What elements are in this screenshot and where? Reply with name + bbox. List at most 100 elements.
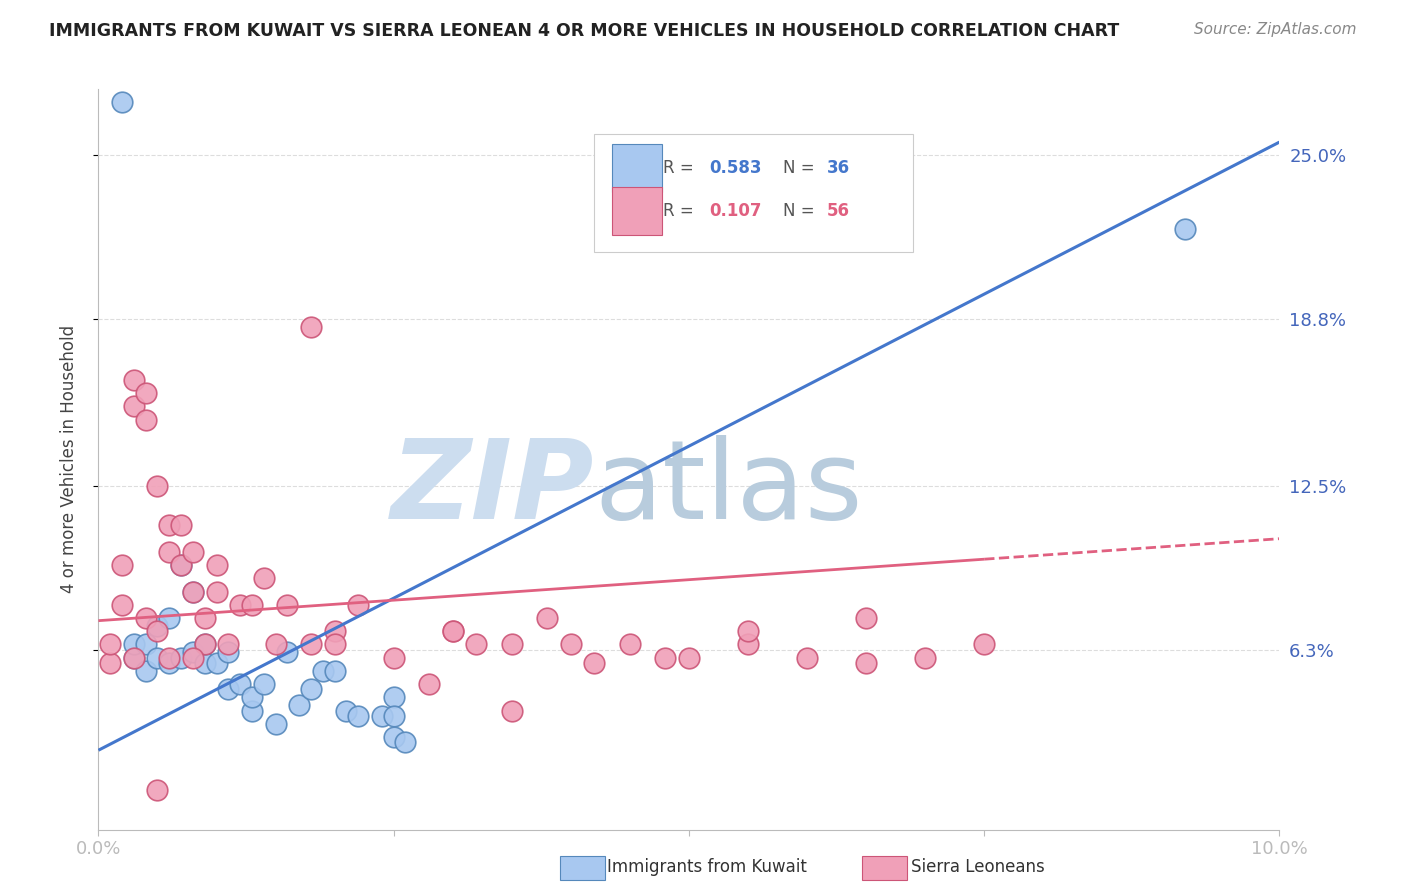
Point [619,637,641,651]
Point [240,598,263,612]
Point [264,716,287,731]
Point [1174,222,1197,236]
FancyBboxPatch shape [595,134,914,252]
Point [181,650,204,665]
Point [418,677,440,691]
Point [111,558,134,573]
Point [194,656,217,670]
Point [855,611,877,625]
Point [181,645,204,659]
Point [98,637,121,651]
Point [678,650,700,665]
Point [276,598,298,612]
Point [135,637,157,651]
Point [347,598,370,612]
Point [205,558,228,573]
Point [973,637,995,651]
Point [560,637,582,651]
Point [98,656,121,670]
Point [501,637,523,651]
FancyBboxPatch shape [612,144,662,192]
Point [181,584,204,599]
Point [135,611,157,625]
Point [323,624,346,639]
Point [382,650,405,665]
Point [288,698,311,713]
Point [217,682,239,697]
Point [194,637,217,651]
Point [276,645,298,659]
Point [382,709,405,723]
Text: R =: R = [664,159,699,177]
Text: 36: 36 [827,159,851,177]
Point [205,656,228,670]
Point [855,656,877,670]
Point [122,650,145,665]
Point [157,518,180,533]
Point [135,386,157,401]
Point [264,637,287,651]
FancyBboxPatch shape [612,187,662,235]
Point [253,677,276,691]
Point [371,709,394,723]
Point [181,584,204,599]
Point [157,650,180,665]
Point [654,650,676,665]
Point [465,637,488,651]
Point [441,624,464,639]
Point [323,637,346,651]
Point [501,704,523,718]
Point [146,624,169,639]
Text: 0.107: 0.107 [709,202,762,220]
Point [122,373,145,387]
Point [146,783,169,797]
Point [122,650,145,665]
Point [347,709,370,723]
Point [229,598,252,612]
Point [299,682,322,697]
Point [441,624,464,639]
Text: Immigrants from Kuwait: Immigrants from Kuwait [607,858,807,876]
Text: N =: N = [783,202,820,220]
Point [181,545,204,559]
Text: R =: R = [664,202,699,220]
Point [394,735,416,749]
Point [146,650,169,665]
Point [194,637,217,651]
Point [170,518,193,533]
Point [170,558,193,573]
Point [157,545,180,559]
Point [205,584,228,599]
Point [299,637,322,651]
Point [536,611,558,625]
Point [157,611,180,625]
Text: IMMIGRANTS FROM KUWAIT VS SIERRA LEONEAN 4 OR MORE VEHICLES IN HOUSEHOLD CORRELA: IMMIGRANTS FROM KUWAIT VS SIERRA LEONEAN… [49,22,1119,40]
Point [157,656,180,670]
Point [170,558,193,573]
Point [217,645,239,659]
Point [382,730,405,744]
Point [240,690,263,705]
Point [323,664,346,678]
Text: ZIP: ZIP [391,435,595,542]
Text: Sierra Leoneans: Sierra Leoneans [911,858,1045,876]
Text: N =: N = [783,159,820,177]
Point [382,690,405,705]
Point [135,413,157,427]
Point [737,637,759,651]
Point [796,650,818,665]
Point [737,624,759,639]
Point [299,320,322,334]
Y-axis label: 4 or more Vehicles in Household: 4 or more Vehicles in Household [59,326,77,593]
Point [146,619,169,633]
Text: 0.583: 0.583 [709,159,762,177]
Point [217,637,239,651]
Point [111,598,134,612]
Point [583,656,606,670]
Point [914,650,936,665]
Point [253,571,276,585]
Point [170,650,193,665]
Point [135,664,157,678]
Point [229,677,252,691]
Text: atlas: atlas [595,435,863,542]
